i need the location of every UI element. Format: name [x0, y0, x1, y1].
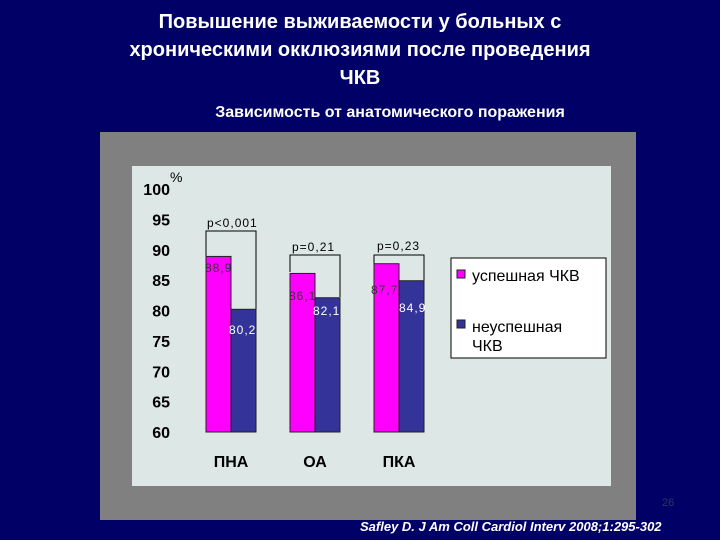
bar-value-label: 80,2: [229, 323, 256, 337]
bar-value-label: 86,1: [289, 289, 316, 303]
y-tick-label: 80: [152, 304, 170, 321]
bar-unsuccessful: [398, 280, 425, 433]
legend-swatch-successful: [456, 269, 466, 279]
y-tick-label: 75: [152, 334, 170, 351]
slide-title-line-1: Повышение выживаемости у больных с: [158, 11, 562, 33]
y-tick-label: 60: [152, 425, 170, 442]
significance-bracket: [289, 254, 341, 297]
slide-title-line-2: хроническими окклюзиями после проведения: [129, 39, 591, 61]
legend-swatch-unsuccessful: [456, 319, 466, 329]
p-value-label: p<0,001: [207, 216, 258, 230]
bar-successful: [289, 272, 316, 433]
bar-value-label: 88,9: [205, 261, 232, 275]
p-value-label: p=0,21: [292, 240, 335, 254]
p-value-label: p=0,23: [377, 239, 420, 253]
legend-box: [450, 257, 607, 359]
slide-title-line-3: ЧКВ: [339, 67, 381, 89]
slide-title: Повышение выживаемости у больных с хрони…: [60, 8, 660, 92]
y-tick-label: 100: [143, 182, 170, 199]
bar-value-label: 82,1: [313, 304, 340, 318]
slide-number: 26: [662, 497, 675, 509]
y-tick-label: 70: [152, 364, 170, 381]
bar-unsuccessful: [314, 297, 341, 433]
y-tick-label: 85: [152, 273, 170, 290]
bar-successful: [373, 263, 400, 433]
legend-label-unsuccessful: неуспешная ЧКВ: [472, 319, 562, 355]
bar-successful: [205, 255, 232, 433]
y-axis-unit-label: %: [170, 169, 182, 185]
significance-bracket: [373, 254, 425, 282]
citation: Safley D. J Am Coll Cardiol Interv 2008;…: [360, 519, 662, 534]
slide-subtitle: Зависимость от анатомического поражения: [215, 104, 565, 121]
bar-value-label: 87,7: [371, 283, 398, 297]
significance-bracket: [205, 230, 257, 310]
x-category-label: ПНА: [214, 454, 249, 471]
legend-label-successful: успешная ЧКВ: [472, 268, 580, 285]
x-category-label: ПКА: [383, 454, 416, 471]
bar-unsuccessful: [230, 308, 257, 433]
bar-value-label: 84,9: [399, 301, 426, 315]
y-tick-label: 90: [152, 243, 170, 260]
x-category-label: ОА: [303, 454, 327, 471]
y-tick-label: 95: [152, 212, 170, 229]
y-tick-label: 65: [152, 395, 170, 412]
